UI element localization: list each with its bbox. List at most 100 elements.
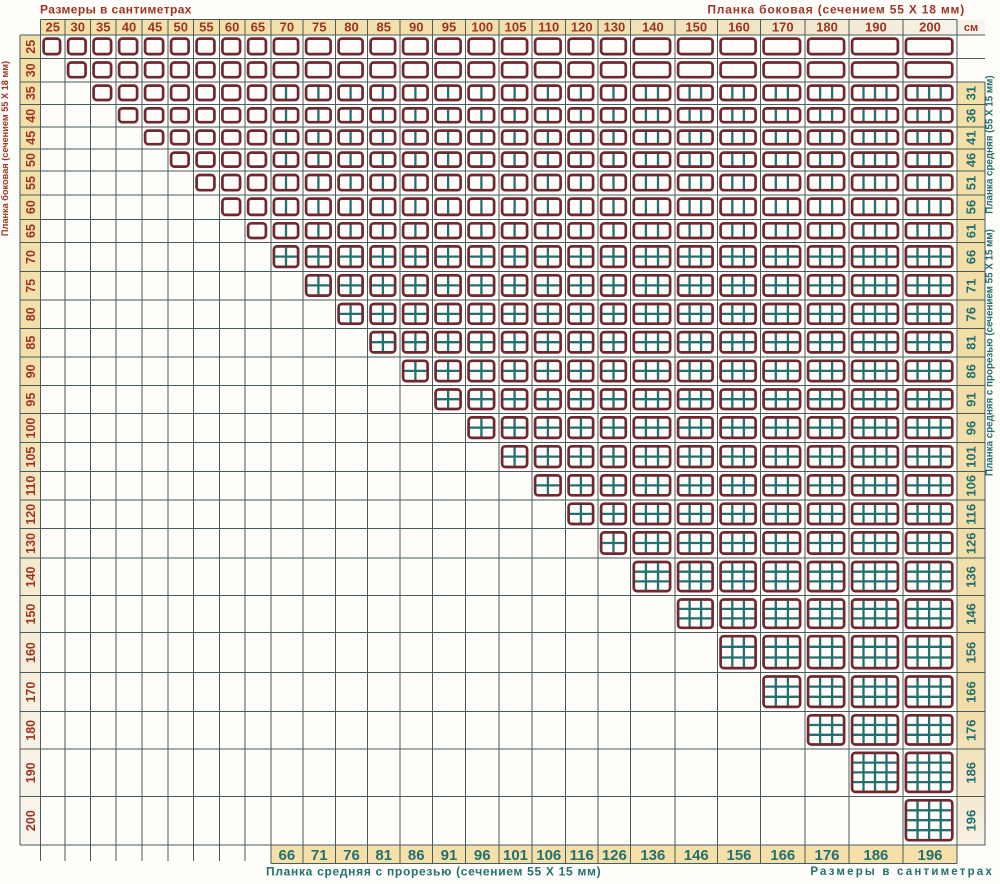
svg-text:176: 176 xyxy=(814,847,839,864)
svg-text:180: 180 xyxy=(24,720,38,741)
svg-text:86: 86 xyxy=(964,364,979,378)
svg-text:150: 150 xyxy=(685,19,707,34)
svg-text:140: 140 xyxy=(24,566,38,587)
svg-text:70: 70 xyxy=(280,19,294,34)
svg-text:70: 70 xyxy=(24,250,38,264)
svg-text:41: 41 xyxy=(964,131,979,145)
svg-text:81: 81 xyxy=(375,847,392,864)
svg-text:110: 110 xyxy=(538,19,559,34)
svg-text:66: 66 xyxy=(964,250,979,264)
svg-text:170: 170 xyxy=(24,682,38,703)
svg-text:105: 105 xyxy=(24,447,38,468)
svg-text:106: 106 xyxy=(536,847,561,864)
svg-text:100: 100 xyxy=(24,418,38,439)
svg-text:60: 60 xyxy=(24,200,38,214)
svg-text:90: 90 xyxy=(409,19,423,34)
svg-text:91: 91 xyxy=(964,392,979,406)
svg-text:65: 65 xyxy=(24,224,38,238)
svg-text:30: 30 xyxy=(24,63,38,77)
svg-text:30: 30 xyxy=(71,19,85,34)
svg-text:76: 76 xyxy=(964,307,979,321)
svg-text:196: 196 xyxy=(964,810,979,832)
svg-text:65: 65 xyxy=(251,19,265,34)
svg-text:61: 61 xyxy=(964,224,979,238)
svg-text:196: 196 xyxy=(917,847,942,864)
svg-text:176: 176 xyxy=(964,719,979,741)
svg-text:71: 71 xyxy=(311,847,328,864)
svg-text:40: 40 xyxy=(24,109,38,123)
svg-text:31: 31 xyxy=(964,86,979,100)
svg-text:35: 35 xyxy=(96,19,110,34)
svg-text:91: 91 xyxy=(441,847,458,864)
svg-text:110: 110 xyxy=(24,476,38,496)
svg-text:85: 85 xyxy=(24,336,38,350)
svg-text:190: 190 xyxy=(865,19,887,34)
svg-text:146: 146 xyxy=(964,603,979,625)
svg-text:Планка средняя с прорезью (сеч: Планка средняя с прорезью (сечением 55 Х… xyxy=(985,229,996,476)
svg-text:85: 85 xyxy=(377,19,391,34)
svg-text:186: 186 xyxy=(964,762,979,784)
svg-text:76: 76 xyxy=(343,847,360,864)
svg-text:51: 51 xyxy=(964,176,979,190)
svg-text:200: 200 xyxy=(919,19,941,34)
svg-text:100: 100 xyxy=(471,19,493,34)
svg-text:96: 96 xyxy=(964,421,979,435)
svg-text:136: 136 xyxy=(640,847,665,864)
svg-text:186: 186 xyxy=(863,847,888,864)
svg-text:101: 101 xyxy=(964,446,979,468)
svg-text:25: 25 xyxy=(24,40,38,54)
svg-text:95: 95 xyxy=(24,393,38,407)
svg-text:101: 101 xyxy=(503,847,528,864)
svg-text:71: 71 xyxy=(964,279,979,293)
svg-text:Планка средняя (55 Х 15 мм): Планка средняя (55 Х 15 мм) xyxy=(985,75,996,213)
svg-text:96: 96 xyxy=(474,847,491,864)
svg-text:126: 126 xyxy=(964,533,979,555)
svg-text:200: 200 xyxy=(24,810,38,831)
svg-text:156: 156 xyxy=(964,642,979,664)
svg-text:66: 66 xyxy=(279,847,296,864)
svg-text:130: 130 xyxy=(24,533,38,554)
svg-text:Размеры в сантиметрах: Размеры в сантиметрах xyxy=(810,866,994,878)
svg-text:55: 55 xyxy=(199,19,213,34)
svg-text:50: 50 xyxy=(24,153,38,167)
svg-text:160: 160 xyxy=(728,19,750,34)
svg-text:95: 95 xyxy=(442,19,456,34)
svg-text:45: 45 xyxy=(24,131,38,145)
svg-text:170: 170 xyxy=(772,19,794,34)
svg-text:50: 50 xyxy=(174,19,188,34)
svg-text:80: 80 xyxy=(24,307,38,321)
svg-text:120: 120 xyxy=(571,19,593,34)
svg-text:160: 160 xyxy=(24,642,38,663)
svg-text:136: 136 xyxy=(964,566,979,588)
svg-text:166: 166 xyxy=(964,681,979,703)
svg-text:75: 75 xyxy=(24,279,38,293)
svg-text:130: 130 xyxy=(603,19,625,34)
svg-text:190: 190 xyxy=(24,762,38,783)
svg-text:80: 80 xyxy=(344,19,358,34)
svg-text:Размеры в сантиметрах: Размеры в сантиметрах xyxy=(40,3,192,17)
svg-text:120: 120 xyxy=(24,504,38,525)
svg-text:146: 146 xyxy=(684,847,709,864)
svg-text:46: 46 xyxy=(964,153,979,167)
svg-text:180: 180 xyxy=(816,19,838,34)
svg-text:60: 60 xyxy=(225,19,239,34)
svg-text:150: 150 xyxy=(24,604,38,625)
svg-text:Планка средняя с прорезью (сеч: Планка средняя с прорезью (сечением 55 Х… xyxy=(266,865,601,879)
svg-text:40: 40 xyxy=(122,19,136,34)
svg-text:35: 35 xyxy=(24,86,38,100)
svg-text:Планка боковая (сечением 55 Х: Планка боковая (сечением 55 Х 18 мм) xyxy=(0,61,10,236)
svg-text:25: 25 xyxy=(46,19,60,34)
svg-text:см: см xyxy=(964,22,978,34)
svg-text:140: 140 xyxy=(642,19,664,34)
svg-text:56: 56 xyxy=(964,200,979,214)
svg-text:90: 90 xyxy=(24,364,38,378)
svg-text:156: 156 xyxy=(726,847,751,864)
svg-text:55: 55 xyxy=(24,176,38,190)
svg-text:81: 81 xyxy=(964,335,979,349)
svg-text:166: 166 xyxy=(770,847,795,864)
svg-text:105: 105 xyxy=(505,19,527,34)
svg-text:116: 116 xyxy=(964,504,979,525)
svg-text:Планка боковая (сечением 55 Х: Планка боковая (сечением 55 Х 18 мм) xyxy=(707,3,965,17)
svg-text:36: 36 xyxy=(964,108,979,122)
svg-text:106: 106 xyxy=(964,475,979,497)
